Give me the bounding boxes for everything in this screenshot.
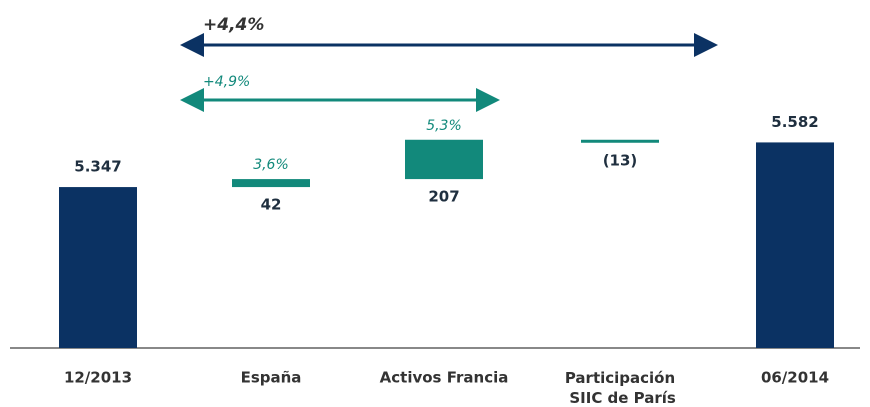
x-tick-label: 12/2013 xyxy=(64,369,132,387)
bar xyxy=(756,142,834,348)
x-tick-label: España xyxy=(241,369,302,387)
bar xyxy=(581,139,659,143)
value-label: 5.582 xyxy=(771,113,818,131)
pct-label: 3,6% xyxy=(253,157,289,173)
bar xyxy=(405,139,483,180)
x-tick-label: Participación SIIC de París xyxy=(564,369,676,407)
value-label: 5.347 xyxy=(74,158,121,176)
x-tick-label: Activos Francia xyxy=(380,369,509,387)
value-label: (13) xyxy=(603,151,638,169)
bar xyxy=(59,187,137,348)
value-label: 42 xyxy=(261,196,282,214)
value-label: 207 xyxy=(428,188,459,206)
pct-label: 5,3% xyxy=(426,118,462,134)
bar xyxy=(232,179,310,188)
x-tick-label: 06/2014 xyxy=(761,369,829,387)
annotation: +4,4% xyxy=(203,15,264,35)
annotation: +4,9% xyxy=(203,74,250,90)
